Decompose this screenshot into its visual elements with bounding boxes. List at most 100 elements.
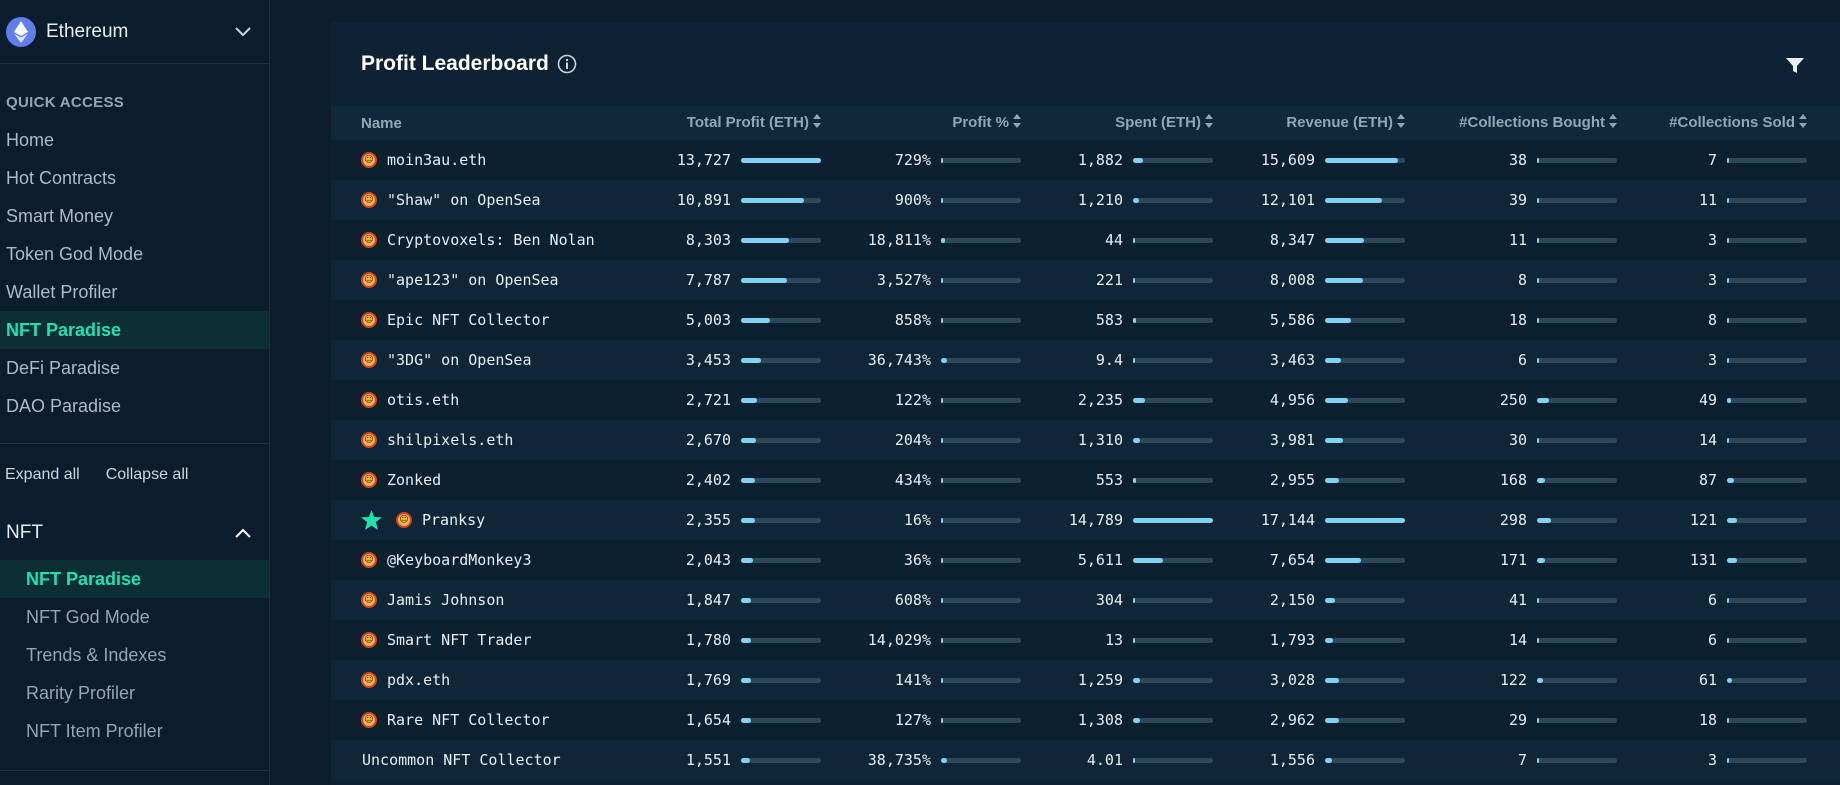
nft-menu-item-trends-indexes[interactable]: Trends & Indexes [26,644,167,665]
spent-value: 9.4 [1095,351,1123,369]
cell-revenue: 3,463 [1213,340,1405,380]
sort-icon[interactable] [1013,114,1021,132]
total-profit-bar [741,517,821,523]
spent-bar-fill [1133,237,1135,243]
spent-bar [1133,557,1213,563]
profit-pct-value: 38,735% [867,751,931,769]
table-row[interactable]: ☺ otis.eth 2,721 122% 2,235 4,956 250 49 [331,380,1840,420]
table-row[interactable]: ☺ "3DG" on OpenSea 3,453 36,743% 9.4 3,463 6 3 [331,340,1840,380]
wallet-name[interactable]: Zonked [387,471,442,489]
nft-menu-item-nft-god-mode[interactable]: NFT God Mode [26,606,150,627]
collections-bought-bar-fill [1537,677,1543,683]
wallet-name[interactable]: "Shaw" on OpenSea [387,191,541,209]
chain-selector[interactable]: Ethereum [0,0,269,64]
nft-menu-item-rarity-profiler[interactable]: Rarity Profiler [26,682,136,703]
collections-sold-value: 6 [1707,631,1717,649]
nft-menu-item-nft-item-profiler[interactable]: NFT Item Profiler [26,720,163,741]
wallet-name[interactable]: Smart NFT Trader [387,631,532,649]
col-header-name[interactable]: Name [361,114,402,132]
sidebar-item-home[interactable]: Home [6,129,55,150]
table-row[interactable]: ☺ "Shaw" on OpenSea 10,891 900% 1,210 12,101 3… [331,180,1840,220]
table-row[interactable]: ☺ @KeyboardMonkey3 2,043 36% 5,611 7,654 171 13… [331,540,1840,580]
chevron-down-icon[interactable] [223,26,263,37]
table-row[interactable]: ☺ Jamis Johnson 1,847 608% 304 2,150 41 6 [331,580,1840,620]
wallet-name[interactable]: Jamis Johnson [387,591,505,609]
col-header-spent[interactable]: Spent (ETH) [1021,106,1213,140]
sort-icon[interactable] [1799,114,1807,132]
nft-group-header[interactable]: NFT [0,506,269,560]
collections-sold-bar-fill [1727,637,1729,643]
sort-icon[interactable] [813,114,821,132]
info-icon[interactable] [557,54,577,74]
sidebar-item-hot-contracts[interactable]: Hot Contracts [6,167,117,188]
avatar-icon: ☺ [361,152,377,168]
total-profit-bar [741,717,821,723]
wallet-name[interactable]: "ape123" on OpenSea [387,271,559,289]
table-row[interactable]: ☺ Smart NFT Trader 1,780 14,029% 13 1,793 14 6 [331,620,1840,660]
sidebar-item-nft-paradise[interactable]: NFT Paradise [0,311,269,349]
profit-pct-bar-fill [941,597,943,603]
sort-icon[interactable] [1397,114,1405,132]
collapse-all-button[interactable]: Collapse all [105,466,189,483]
avatar-icon: ☺ [361,472,377,488]
sidebar-item-dao-paradise[interactable]: DAO Paradise [6,395,122,416]
total-profit-value: 1,847 [685,591,731,609]
wallet-name[interactable]: moin3au.eth [387,151,487,169]
table-row[interactable]: ☺ Cryptovoxels: Ben Nolan 8,303 18,811% 44 8,… [331,220,1840,260]
table-row[interactable]: ☺ pdx.eth 1,769 141% 1,259 3,028 122 61 [331,660,1840,700]
sidebar-item-token-god-mode[interactable]: Token God Mode [6,243,144,264]
sort-icon[interactable] [1609,114,1617,132]
metric-spent: 583 [1021,311,1213,329]
wallet-name[interactable]: Rare NFT Collector [387,711,550,729]
table-row[interactable]: ☺ shilpixels.eth 2,670 204% 1,310 3,981 30 14 [331,420,1840,460]
metric-total-profit: 13,727 [621,151,821,169]
table-row[interactable]: ☺ Zonked 2,402 434% 553 2,955 168 87 [331,460,1840,500]
col-header-revenue[interactable]: Revenue (ETH) [1213,106,1405,140]
col-header-collections-sold[interactable]: #Collections Sold [1617,106,1807,140]
name-wrap: ☺ Smart NFT Trader [361,631,621,649]
table-row[interactable]: ☺ "ape123" on OpenSea 7,787 3,527% 221 8,008 8… [331,260,1840,300]
table-row[interactable]: Uncommon NFT Collector 1,551 38,735% 4.01 1,… [331,740,1840,780]
expand-all-button[interactable]: Expand all [5,466,80,483]
sidebar-item-defi-paradise[interactable]: DeFi Paradise [6,357,121,378]
wallet-name[interactable]: pdx.eth [387,671,451,689]
cell-collections-bought: 6 [1405,340,1617,380]
metric-total-profit: 2,402 [621,471,821,489]
wallet-name[interactable]: Cryptovoxels: Ben Nolan [387,231,595,249]
wallet-name[interactable]: otis.eth [387,391,460,409]
nft-menu-item-nft-paradise[interactable]: NFT Paradise [0,560,269,598]
wallet-name[interactable]: @KeyboardMonkey3 [387,551,532,569]
total-profit-bar [741,437,821,443]
table-row[interactable]: ☺ Rare NFT Collector 1,654 127% 1,308 2,962 29… [331,700,1840,740]
sort-icon[interactable] [1205,114,1213,132]
metric-profit-pct: 38,735% [821,751,1021,769]
expand-collapse-controls: Expand all Collapse all [0,444,269,506]
collections-bought-value: 30 [1508,431,1527,449]
wallet-name[interactable]: Pranksy [422,511,486,529]
chevron-up-icon[interactable] [223,528,263,538]
table-row[interactable]: ☺ Pranksy 2,355 16% 14,789 17,144 298 121 [331,500,1840,540]
metric-profit-pct: 14,029% [821,631,1021,649]
table-row[interactable]: ☺ moin3au.eth 13,727 729% 1,882 15,609 38 7 [331,140,1840,180]
star-icon[interactable] [361,510,382,530]
metric-profit-pct: 729% [821,151,1021,169]
col-header-collections-bought[interactable]: #Collections Bought [1405,106,1617,140]
wallet-name[interactable]: shilpixels.eth [387,431,514,449]
collections-bought-bar [1537,237,1617,243]
total-profit-value: 8,303 [685,231,731,249]
col-header-total-profit[interactable]: Total Profit (ETH) [621,106,821,140]
profit-pct-value: 204% [894,431,931,449]
sidebar-item-smart-money[interactable]: Smart Money [6,205,114,226]
metric-revenue: 3,028 [1213,671,1405,689]
col-header-profit-pct[interactable]: Profit % [821,106,1021,140]
cell-name: ☺ Epic NFT Collector [331,300,621,340]
table-row[interactable]: ☺ Epic NFT Collector 5,003 858% 583 5,586 18 8 [331,300,1840,340]
wallet-name[interactable]: Uncommon NFT Collector [362,751,561,769]
collections-bought-bar [1537,477,1617,483]
sidebar-item-wallet-profiler[interactable]: Wallet Profiler [6,281,118,302]
wallet-name[interactable]: Epic NFT Collector [387,311,550,329]
filter-icon[interactable] [1786,58,1804,79]
revenue-bar [1325,437,1405,443]
metric-revenue: 8,347 [1213,231,1405,249]
wallet-name[interactable]: "3DG" on OpenSea [387,351,532,369]
